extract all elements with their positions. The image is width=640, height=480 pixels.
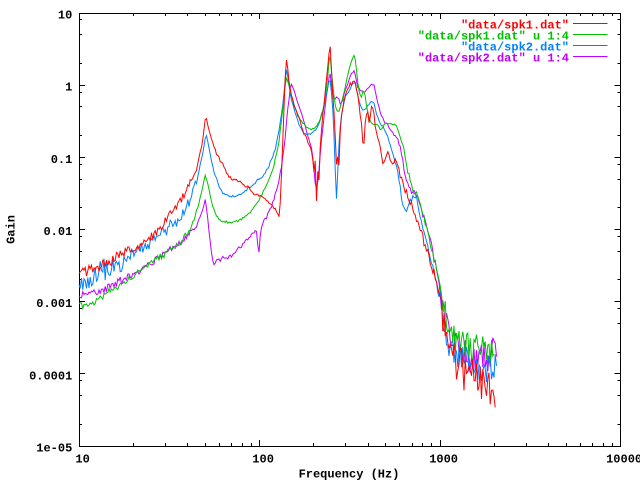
svg-text:"data/spk1.dat" u 1:4: "data/spk1.dat" u 1:4 bbox=[418, 29, 569, 43]
svg-text:0.001: 0.001 bbox=[36, 297, 72, 311]
svg-text:0.0001: 0.0001 bbox=[29, 369, 72, 383]
svg-text:10: 10 bbox=[75, 453, 89, 467]
svg-text:100: 100 bbox=[252, 453, 274, 467]
svg-text:0.01: 0.01 bbox=[43, 225, 72, 239]
svg-text:"data/spk1.dat": "data/spk1.dat" bbox=[461, 18, 569, 32]
svg-text:Frequency (Hz): Frequency (Hz) bbox=[299, 468, 400, 480]
svg-text:1e-05: 1e-05 bbox=[36, 442, 72, 456]
svg-text:Gain: Gain bbox=[5, 215, 19, 244]
svg-text:0.1: 0.1 bbox=[51, 153, 73, 167]
svg-text:"data/spk2.dat": "data/spk2.dat" bbox=[461, 40, 569, 54]
svg-text:"data/spk2.dat" u 1:4: "data/spk2.dat" u 1:4 bbox=[418, 51, 569, 65]
svg-text:1: 1 bbox=[65, 81, 72, 95]
svg-text:1000: 1000 bbox=[429, 453, 458, 467]
svg-text:10000: 10000 bbox=[606, 453, 640, 467]
svg-text:10: 10 bbox=[58, 9, 72, 23]
